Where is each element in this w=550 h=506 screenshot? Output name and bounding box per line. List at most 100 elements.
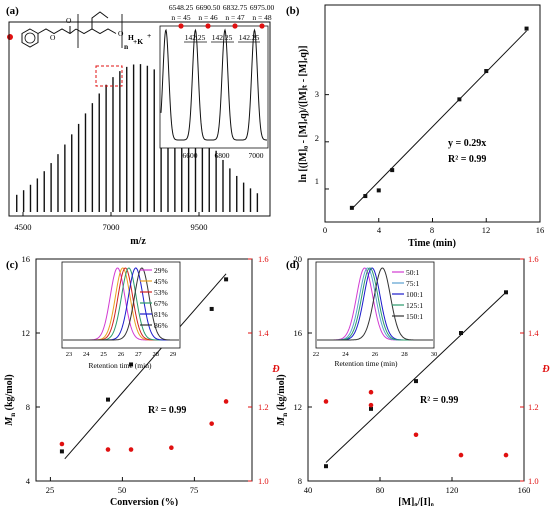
panel-c-frame [35,258,253,482]
x-tick-label: 16 [536,225,545,235]
dispersity-point [368,402,374,408]
panel-c-right-label: Đ [271,364,279,375]
peak-marker-dot [259,23,265,29]
inset-x-tick-label: 24 [83,351,90,358]
x-tick-label: 160 [518,485,531,495]
x-tick-label: 9500 [191,222,208,232]
panel-b-y-label: ln [([M]₀ - [M]ₑq)/([M]ₜ - [M]ₑq)] [298,46,309,183]
x-tick-label: 8 [430,225,434,235]
panel-d-y-ticks: 8 12 16 20 [294,254,303,486]
panel-d-x-ticks: 40 80 120 160 [304,485,531,495]
dispersity-point [128,447,134,452]
dispersity-point [169,445,174,451]
peak-n-label: n = 48 [252,13,271,22]
inset-x-tick-label: 26 [118,351,125,358]
x-tick-label: 7000 [103,222,120,232]
inset-x-tick-label: 7000 [249,151,264,160]
data-point [457,97,462,102]
inset-x-tick-label: 26 [372,351,379,358]
x-tick-label: 40 [304,485,313,495]
x-tick-label: 75 [190,485,199,495]
panel-c-inset: 23 24 25 26 27 28 29 Retention time (min) 29% 4… [61,261,181,370]
panel-c-x-label: Conversion (%) [110,497,178,506]
y-label-symbol: M [4,416,15,427]
r-squared: R² = 0.99 [420,395,458,406]
panel-b-x-ticks: 0 4 8 12 16 [323,225,544,235]
legend-label: 81% [154,310,168,319]
panel-d-right-label: Đ [541,364,549,375]
inset-x-tick-label: 24 [342,351,349,358]
spacing-label: 142.25 [239,33,260,42]
dispersity-point [368,389,374,395]
panel-c-y-ticks: 4 8 12 16 [22,254,31,486]
inset-x-ticks: 23 24 25 26 27 28 29 [66,351,177,358]
gpc-traces [63,267,179,341]
legend-label: 67% [154,299,168,308]
legend-label: 45% [154,277,168,286]
ion-charge: + [147,31,151,40]
zoom-highlight-box [95,65,123,87]
panel-c: (c) 25 50 75 4 8 12 16 1.0 1.2 1.4 1.6 C… [4,254,280,506]
spacing-label: 142.25 [212,33,233,42]
legend-label: 29% [154,266,168,275]
mn-point [324,464,328,469]
panel-b-label: (b) [286,5,300,17]
inset-x-tick-label: 30 [431,351,438,358]
dispersity-points [323,389,509,458]
y-tick-label: 8 [298,476,302,486]
inset-x-tick-label: 28 [152,351,159,358]
mn-point [106,397,110,402]
inset-x-tick-label: 6600 [183,151,198,160]
peak-n-label: n = 47 [225,13,244,22]
right-tick-label: 1.4 [528,328,539,338]
r-squared: R² = 0.99 [448,154,486,165]
fit-line [351,30,527,210]
panel-a-x-ticks: 4500 7000 9500 [15,212,208,232]
dispersity-point [223,399,229,404]
dispersity-point [458,452,464,458]
x-tick-label: 25 [46,485,55,495]
data-point [390,168,395,173]
peak-marker-dot [232,23,238,29]
ion-label: +K [133,37,143,46]
dispersity-points [59,399,229,452]
y-tick-label: 16 [22,254,31,264]
legend-label: 86% [154,321,168,330]
panel-a-x-label: m/z [130,236,146,247]
inset-x-tick-label: 25 [100,351,107,358]
panel-b-frame [324,4,541,223]
gpc-traces [317,267,433,341]
legend-label: 53% [154,288,168,297]
fit-line [64,273,227,460]
y-tick-label: 3 [315,89,319,99]
alkyl-chain [75,28,117,35]
mn-point [209,306,214,311]
inset-x-tick-label: 29 [170,351,177,358]
panel-a: (a) O O O n H +K + 4500 [6,3,274,247]
benzene-ring [21,28,39,48]
inset-x-tick-label: 6800 [215,151,230,160]
repeat-subscript: n [124,42,129,51]
panel-b-x-label: Time (min) [408,238,456,249]
data-point [484,69,489,74]
dispersity-point [59,441,65,447]
legend-label: 100:1 [406,290,423,299]
fit-line [325,291,507,463]
x-tick-label: 0 [323,225,327,235]
legend-label: 50:1 [406,268,420,277]
peak-mass-label: 6690.50 [196,3,221,12]
end-group-h: H [128,33,134,42]
data-point [524,26,529,31]
y-label-subscript: n [9,413,17,417]
peak-marker-dot [205,23,211,29]
legend-label: 125:1 [406,301,423,310]
y-tick-label: 8 [26,402,30,412]
spacing-annotations: 142.25 142.25 142.25 [184,33,260,43]
panel-c-x-ticks: 25 50 75 [46,485,199,495]
mn-point [504,290,508,295]
r-squared: R² = 0.99 [148,405,186,416]
right-tick-label: 1.2 [258,402,269,412]
y-tick-label: 20 [294,254,303,264]
inset-frame [315,261,435,349]
panel-d-y-label: Mn (kg/mol) [276,374,289,426]
